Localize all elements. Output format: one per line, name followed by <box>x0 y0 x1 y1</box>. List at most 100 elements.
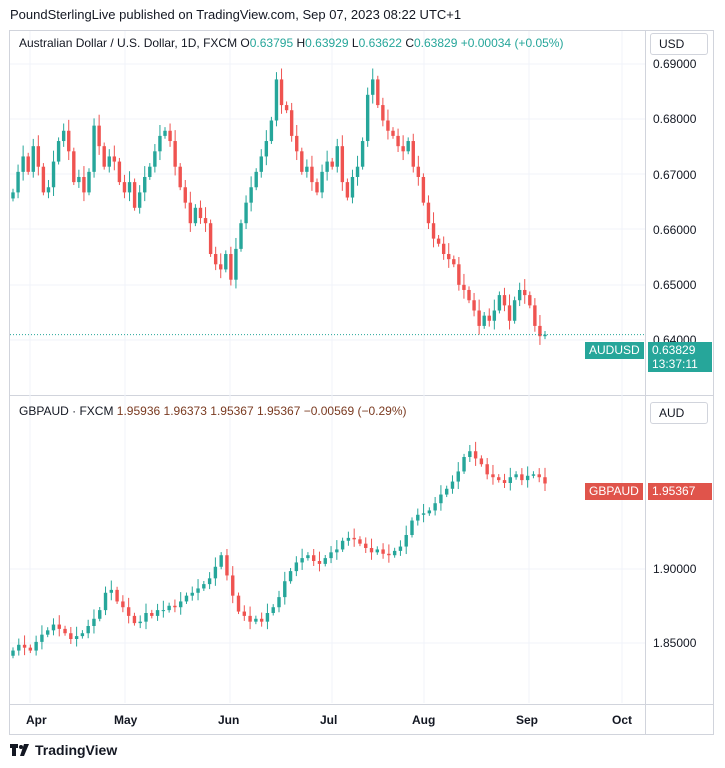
candle-body <box>279 79 284 106</box>
candle-body <box>239 223 243 249</box>
candle-body <box>330 161 334 167</box>
x-tick: Oct <box>612 713 633 727</box>
plot-area[interactable] <box>10 31 645 703</box>
y-tick: 1.90000 <box>653 562 697 576</box>
candle-body <box>74 636 79 639</box>
candle-body <box>36 146 41 167</box>
close-label: C <box>405 36 414 50</box>
audusd-symbol-tag: AUDUSD <box>585 342 644 359</box>
candle-body <box>492 310 497 321</box>
tradingview-logo-icon <box>10 744 29 756</box>
gbpaud-price-tag: 1.95367 <box>648 483 712 500</box>
candle-body <box>391 130 395 136</box>
candle-body <box>203 218 208 224</box>
candle-body <box>352 537 356 540</box>
candle-body <box>538 325 542 337</box>
candle-body <box>381 549 385 554</box>
high-value: 0.63929 <box>305 36 349 50</box>
candle-body <box>248 615 252 622</box>
candle-body <box>473 451 478 459</box>
candle-body <box>340 540 345 550</box>
candle-body <box>82 176 86 193</box>
candle-body <box>97 125 101 147</box>
candle-body <box>274 79 279 121</box>
aud-currency-button[interactable]: AUD <box>650 402 708 424</box>
candle-body <box>178 166 182 188</box>
candle-body <box>452 259 456 265</box>
candle-body <box>57 624 61 629</box>
close-value: 1.95367 <box>257 404 301 418</box>
candle-body <box>127 182 132 193</box>
candle-body <box>231 575 235 596</box>
candle-body <box>234 248 238 280</box>
candle-body <box>167 605 171 611</box>
candle-body <box>311 555 316 561</box>
candle-body <box>63 628 67 634</box>
candle-body <box>224 254 228 270</box>
candle-body <box>17 644 21 651</box>
candle-body <box>520 474 524 481</box>
candle-body <box>306 555 310 559</box>
candle-body <box>98 610 102 619</box>
high-value: 1.96373 <box>163 404 207 418</box>
candle-body <box>265 613 270 622</box>
candle-body <box>335 549 339 553</box>
open-value: 0.63795 <box>249 36 294 50</box>
y-tick: 0.67000 <box>653 168 697 182</box>
candle-body <box>277 597 281 608</box>
usd-currency-button[interactable]: USD <box>650 33 708 55</box>
candle-body <box>295 135 299 152</box>
candle-body <box>365 94 370 142</box>
x-tick: Jun <box>218 713 240 727</box>
candle-body <box>317 561 322 564</box>
time-axis-divider <box>9 704 714 705</box>
candle-body <box>300 151 304 172</box>
candle-body <box>502 480 507 483</box>
candle-body <box>244 202 248 224</box>
candle-body <box>467 289 471 301</box>
candle-body <box>236 595 241 612</box>
candle-body <box>364 543 368 548</box>
candle-body <box>28 647 33 651</box>
candle-body <box>468 451 472 457</box>
candle-body <box>431 223 436 239</box>
candle-body <box>444 488 449 495</box>
open-label: O <box>240 36 250 50</box>
candle-body <box>22 644 27 648</box>
candle-body <box>229 254 233 280</box>
candle-body <box>472 300 476 311</box>
candle-body <box>121 601 125 608</box>
x-tick: Sep <box>516 713 539 727</box>
candle-body <box>198 207 203 219</box>
candle-body <box>213 566 218 579</box>
candle-body <box>502 295 507 306</box>
candle-body <box>329 552 333 559</box>
tradingview-logo[interactable]: TradingView <box>10 742 117 758</box>
candle-body <box>41 166 46 193</box>
candle-body <box>207 578 212 585</box>
candle-body <box>115 589 119 602</box>
gbpaud-symbol: GBPAUD · FXCM <box>19 404 114 418</box>
candle-body <box>360 141 365 167</box>
candle-body <box>517 289 522 301</box>
candle-body <box>355 166 360 177</box>
candle-body <box>381 105 385 121</box>
candle-body <box>225 555 229 576</box>
x-tick: Jul <box>320 713 338 727</box>
candle-body <box>462 284 466 290</box>
candle-body <box>288 571 293 582</box>
change-value: −0.00569 (−0.29%) <box>303 404 407 418</box>
candle-body <box>144 613 148 622</box>
high-label: H <box>296 36 306 50</box>
candle-body <box>346 537 351 541</box>
candle-body <box>208 223 213 255</box>
candle-body <box>283 581 287 598</box>
candle-body <box>242 611 247 616</box>
tradingview-brand: TradingView <box>35 742 118 758</box>
candle-body <box>416 514 420 521</box>
candle-body <box>512 300 517 321</box>
candle-body <box>404 535 408 547</box>
candle-body <box>102 146 106 167</box>
candle-body <box>436 238 441 244</box>
candle-body <box>103 592 108 611</box>
